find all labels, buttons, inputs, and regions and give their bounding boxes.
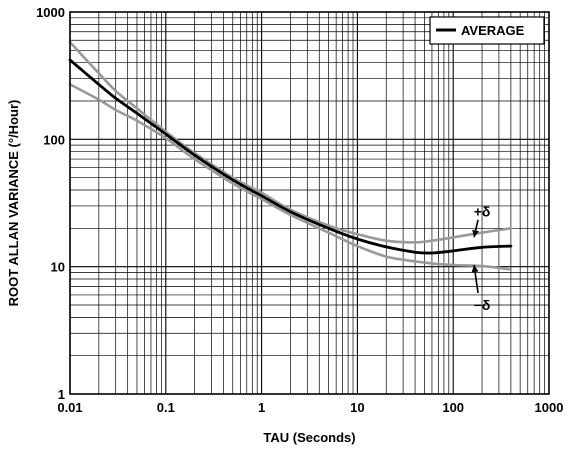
- annotations: +δ −δ: [471, 204, 491, 313]
- legend: AVERAGE: [429, 16, 545, 45]
- plus-delta-label: +δ: [474, 204, 491, 220]
- y-tick-label: 1000: [36, 5, 65, 20]
- x-tick-label: 1: [258, 400, 265, 415]
- x-tick-label: 1000: [535, 400, 564, 415]
- series-line-minus-delta: [68, 83, 513, 271]
- y-tick-label: 1: [58, 387, 65, 402]
- y-tick-label: 100: [43, 132, 65, 147]
- x-tick-label: 10: [350, 400, 364, 415]
- series-line-plus-delta: [68, 40, 513, 244]
- plot-frame: [69, 11, 550, 395]
- x-tick-label: 0.01: [57, 400, 82, 415]
- minus-delta-arrowhead: [471, 265, 479, 273]
- legend-label-average: AVERAGE: [461, 23, 525, 38]
- minus-delta-label: −δ: [474, 297, 491, 313]
- y-tick-label: 10: [51, 260, 65, 275]
- series-line-average: [68, 58, 513, 255]
- y-axis-title: ROOT ALLAN VARIANCE (°/Hour): [6, 100, 21, 307]
- x-tick-label: 100: [442, 400, 464, 415]
- grid: [69, 12, 549, 395]
- x-axis-title: TAU (Seconds): [263, 430, 355, 445]
- x-tick-label: 0.1: [157, 400, 175, 415]
- curves: [68, 40, 513, 271]
- tick-labels: 0.01 0.1 1 10 100 1000 1 10 100 1000: [36, 5, 563, 415]
- plus-delta-arrowhead: [472, 229, 480, 238]
